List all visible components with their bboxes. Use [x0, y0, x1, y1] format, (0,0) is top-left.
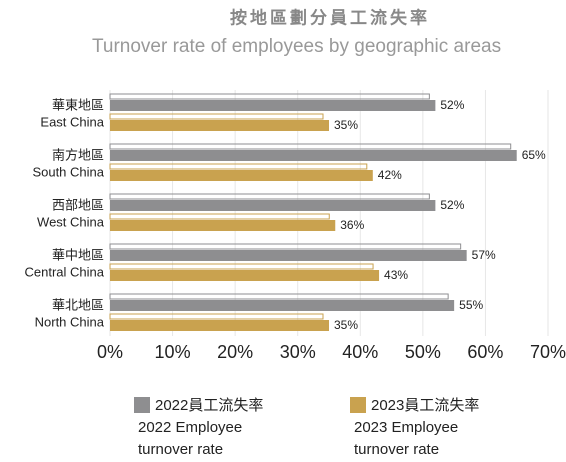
y-tick-label: 西部地區 [52, 197, 104, 212]
chart-subtitle: Turnover rate of employees by geographic… [92, 36, 501, 57]
legend-label: 2023員工流失率 [371, 397, 479, 414]
bar-outline [109, 243, 462, 250]
value-label: 43% [384, 268, 408, 282]
bar [110, 270, 380, 281]
x-tick-label: 60% [467, 342, 503, 362]
y-tick-label: West China [37, 214, 105, 229]
x-tick-label: 0% [97, 342, 123, 362]
bar [110, 300, 455, 311]
x-tick-label: 40% [342, 342, 378, 362]
bar-outline [109, 293, 449, 300]
value-label: 55% [459, 298, 483, 312]
x-tick-label: 20% [217, 342, 253, 362]
legend-label: turnover rate [138, 441, 223, 458]
x-tick-label: 10% [155, 342, 191, 362]
legend-swatch [350, 397, 366, 413]
legend-label: 2022員工流失率 [155, 397, 263, 414]
bar [110, 170, 373, 181]
y-tick-label: 華東地區 [52, 97, 104, 112]
bar [110, 150, 517, 161]
bar [110, 320, 329, 331]
legend-label: turnover rate [354, 441, 439, 458]
bar-outline [109, 143, 512, 150]
value-label: 36% [340, 218, 364, 232]
value-label: 35% [334, 118, 358, 132]
bar-outline [109, 193, 430, 200]
bar [110, 120, 329, 131]
chart-title: 按地區劃分員工流失率 [230, 7, 430, 27]
value-label: 52% [440, 98, 464, 112]
value-label: 52% [440, 198, 464, 212]
x-tick-label: 50% [405, 342, 441, 362]
y-tick-label: East China [40, 114, 104, 129]
bar-outline [109, 113, 324, 120]
bar [110, 250, 467, 261]
value-label: 35% [334, 318, 358, 332]
bar-outline [109, 213, 330, 220]
bar [110, 200, 436, 211]
legend-label: 2022 Employee [138, 419, 242, 436]
value-label: 65% [522, 148, 546, 162]
y-tick-label: South China [32, 164, 104, 179]
bar-outline [109, 93, 430, 100]
bar-outline [109, 263, 374, 270]
value-label: 42% [378, 168, 402, 182]
y-tick-label: 華北地區 [52, 297, 104, 312]
y-tick-label: 華中地區 [52, 247, 104, 262]
y-tick-label: North China [35, 314, 105, 329]
legend-swatch [134, 397, 150, 413]
value-label: 57% [472, 248, 496, 262]
x-tick-label: 30% [280, 342, 316, 362]
bar-outline [109, 313, 324, 320]
bar [110, 100, 436, 111]
bar-outline [109, 163, 368, 170]
legend-label: 2023 Employee [354, 419, 458, 436]
y-tick-label: 南方地區 [52, 147, 104, 162]
x-tick-label: 70% [530, 342, 566, 362]
bar [110, 220, 336, 231]
y-tick-label: Central China [25, 264, 105, 279]
